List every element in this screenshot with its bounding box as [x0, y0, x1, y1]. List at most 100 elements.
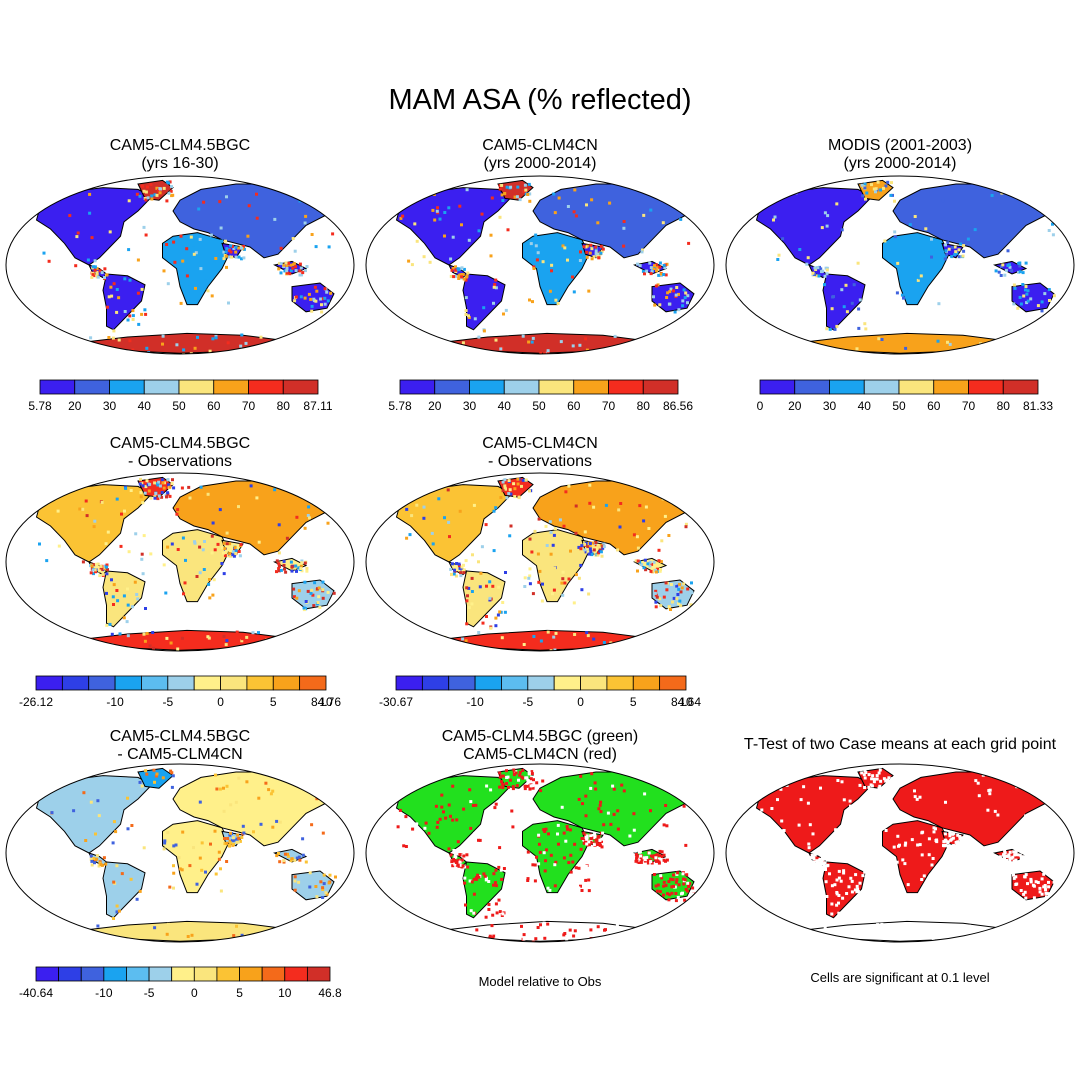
panel-title-p3: MODIS (2001-2003) (yrs 2000-2014)	[827, 137, 973, 172]
colorbar-tick-label: 80	[277, 399, 291, 413]
colorbar-swatch	[933, 379, 969, 395]
colorbar-swatch	[503, 379, 540, 395]
colorbar-swatch	[213, 379, 249, 395]
figure-title: MAM ASA (% reflected)	[388, 84, 692, 116]
colorbar-tick-label: 0	[757, 399, 764, 413]
colorbar-swatch	[501, 675, 529, 691]
colorbar-tick-label: 30	[463, 399, 477, 413]
colorbar-tick-label: 10	[278, 986, 292, 1000]
colorbar-tick-label: 20	[788, 399, 802, 413]
colorbar-tick-label: 60	[567, 399, 581, 413]
colorbar-swatch	[1002, 379, 1039, 395]
colorbar-swatch	[248, 379, 284, 395]
land-samerica	[462, 861, 506, 919]
colorbar-tick-label: 70	[242, 399, 256, 413]
colorbar-tick-label: 0	[577, 695, 584, 709]
map-p7	[5, 763, 355, 943]
colorbar-swatch	[448, 675, 476, 691]
colorbar-swatch	[220, 675, 248, 691]
colorbar-tick-label: 10	[679, 695, 693, 709]
colorbar-swatch	[794, 379, 830, 395]
colorbar-swatch	[306, 966, 331, 982]
land-samerica	[462, 570, 506, 628]
colorbar-swatch	[167, 675, 195, 691]
land-africa	[162, 820, 230, 894]
colorbar-tick-label: 80	[997, 399, 1011, 413]
map-p3	[725, 175, 1075, 355]
colorbar-tick-label: 50	[172, 399, 186, 413]
grid-cells	[772, 180, 1056, 354]
colorbar-swatch	[538, 379, 575, 395]
colorbar-swatch	[474, 675, 502, 691]
colorbar-tick-label: 60	[927, 399, 941, 413]
land-samerica	[102, 273, 146, 331]
colorbar-swatch	[829, 379, 865, 395]
panel-title-p8: CAM5-CLM4.5BGC (green) CAM5-CLM4CN (red)	[441, 728, 639, 763]
colorbar-tick-label: 40	[138, 399, 152, 413]
colorbar-tick-label: 0	[217, 695, 224, 709]
map-p4	[5, 472, 355, 652]
panel-title-p9: T-Test of two Case means at each grid po…	[743, 736, 1057, 753]
land-australia	[291, 870, 335, 901]
colorbar-swatch	[126, 966, 150, 982]
colorbar-swatch	[759, 379, 796, 395]
land-namerica	[755, 187, 873, 266]
colorbar-swatch	[642, 379, 679, 395]
colorbar-swatch	[527, 675, 555, 691]
colorbar-tick-label: 5	[236, 986, 243, 1000]
map-p9	[725, 763, 1075, 943]
note-p8: Model relative to Obs	[478, 974, 602, 989]
colorbar-tick-label: 5	[270, 695, 277, 709]
land-namerica	[395, 484, 513, 563]
colorbar-swatch	[61, 675, 90, 691]
colorbar-swatch	[299, 675, 327, 691]
colorbar-swatch	[88, 675, 116, 691]
colorbar-swatch	[395, 675, 423, 691]
map-p2	[365, 175, 715, 355]
land-namerica	[35, 187, 153, 266]
colorbar-swatch	[399, 379, 436, 395]
colorbar-swatch	[606, 675, 634, 691]
colorbar-tick-label: -10	[466, 695, 484, 709]
colorbar-swatch	[632, 675, 661, 691]
colorbar-swatch	[469, 379, 505, 395]
colorbar-swatch	[193, 675, 221, 691]
land-greenland	[137, 179, 174, 201]
colorbar-swatch	[968, 379, 1004, 395]
colorbar-tick-label: 5.78	[28, 399, 52, 413]
colorbar-tick-label: 80	[637, 399, 651, 413]
colorbar-swatch	[178, 379, 215, 395]
colorbar-swatch	[608, 379, 644, 395]
colorbar-swatch	[141, 675, 169, 691]
colorbar-swatch	[434, 379, 470, 395]
colorbar-swatch	[216, 966, 240, 982]
colorbar-tick-label: 5	[630, 695, 637, 709]
colorbar-swatch	[193, 966, 218, 982]
colorbar-swatch	[659, 675, 687, 691]
land-namerica	[395, 187, 513, 266]
colorbar-tick-label: -40.64	[19, 986, 53, 1000]
colorbar-swatch	[282, 379, 319, 395]
land-namerica	[35, 775, 153, 854]
panel-title-p7: CAM5-CLM4.5BGC - CAM5-CLM4CN	[109, 728, 251, 763]
land-africa	[162, 529, 230, 603]
colorbar-tick-label: 46.8	[318, 986, 342, 1000]
land-africa	[882, 820, 950, 894]
colorbar-p2: 5.78 20 30 40 50 60 70 80 86.56	[388, 379, 693, 413]
panel-title-p1: CAM5-CLM4.5BGC (yrs 16-30)	[109, 137, 251, 172]
land-samerica	[822, 273, 866, 331]
colorbar-swatch	[863, 379, 900, 395]
colorbar-tick-label: 87.11	[303, 399, 332, 413]
colorbar-swatch	[898, 379, 935, 395]
colorbar-swatch	[580, 675, 608, 691]
panel-title-p2: CAM5-CLM4CN (yrs 2000-2014)	[482, 137, 598, 172]
colorbar-swatch	[261, 966, 286, 982]
colorbar-swatch	[284, 966, 308, 982]
colorbar-tick-label: 81.33	[1023, 399, 1053, 413]
colorbar-p7: -40.64 -10 -5 0 5 10 46.8	[19, 966, 342, 1000]
colorbar-tick-label: 20	[68, 399, 82, 413]
colorbar-tick-label: -5	[144, 986, 155, 1000]
colorbar-swatch	[35, 966, 60, 982]
land-africa	[882, 232, 950, 306]
